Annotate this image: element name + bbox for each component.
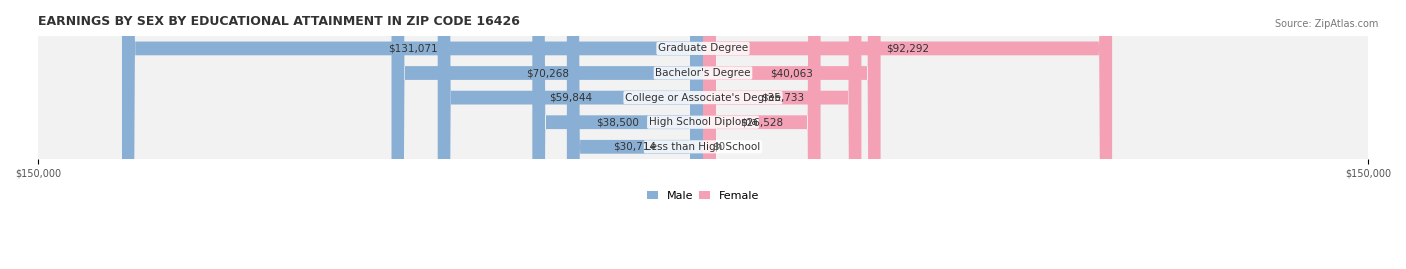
Text: $0: $0	[711, 142, 725, 152]
Text: EARNINGS BY SEX BY EDUCATIONAL ATTAINMENT IN ZIP CODE 16426: EARNINGS BY SEX BY EDUCATIONAL ATTAINMEN…	[38, 15, 520, 28]
FancyBboxPatch shape	[703, 0, 821, 269]
Text: $35,733: $35,733	[761, 93, 804, 102]
Text: High School Diploma: High School Diploma	[648, 117, 758, 127]
Text: $30,714: $30,714	[613, 142, 657, 152]
Text: $92,292: $92,292	[886, 43, 929, 54]
Text: $70,268: $70,268	[526, 68, 569, 78]
Text: Less than High School: Less than High School	[645, 142, 761, 152]
FancyBboxPatch shape	[437, 0, 703, 269]
FancyBboxPatch shape	[533, 0, 703, 269]
FancyBboxPatch shape	[38, 85, 1368, 110]
Text: $26,528: $26,528	[740, 117, 783, 127]
FancyBboxPatch shape	[567, 0, 703, 269]
FancyBboxPatch shape	[703, 0, 862, 269]
Text: $59,844: $59,844	[548, 93, 592, 102]
FancyBboxPatch shape	[38, 110, 1368, 135]
Text: Graduate Degree: Graduate Degree	[658, 43, 748, 54]
Text: $131,071: $131,071	[388, 43, 437, 54]
Text: $40,063: $40,063	[770, 68, 813, 78]
Text: Source: ZipAtlas.com: Source: ZipAtlas.com	[1274, 19, 1378, 29]
FancyBboxPatch shape	[38, 134, 1368, 159]
FancyBboxPatch shape	[703, 0, 1112, 269]
Legend: Male, Female: Male, Female	[643, 186, 763, 205]
Text: $38,500: $38,500	[596, 117, 640, 127]
FancyBboxPatch shape	[38, 36, 1368, 61]
FancyBboxPatch shape	[391, 0, 703, 269]
FancyBboxPatch shape	[38, 61, 1368, 86]
Text: Bachelor's Degree: Bachelor's Degree	[655, 68, 751, 78]
FancyBboxPatch shape	[122, 0, 703, 269]
FancyBboxPatch shape	[703, 0, 880, 269]
Text: College or Associate's Degree: College or Associate's Degree	[626, 93, 780, 102]
